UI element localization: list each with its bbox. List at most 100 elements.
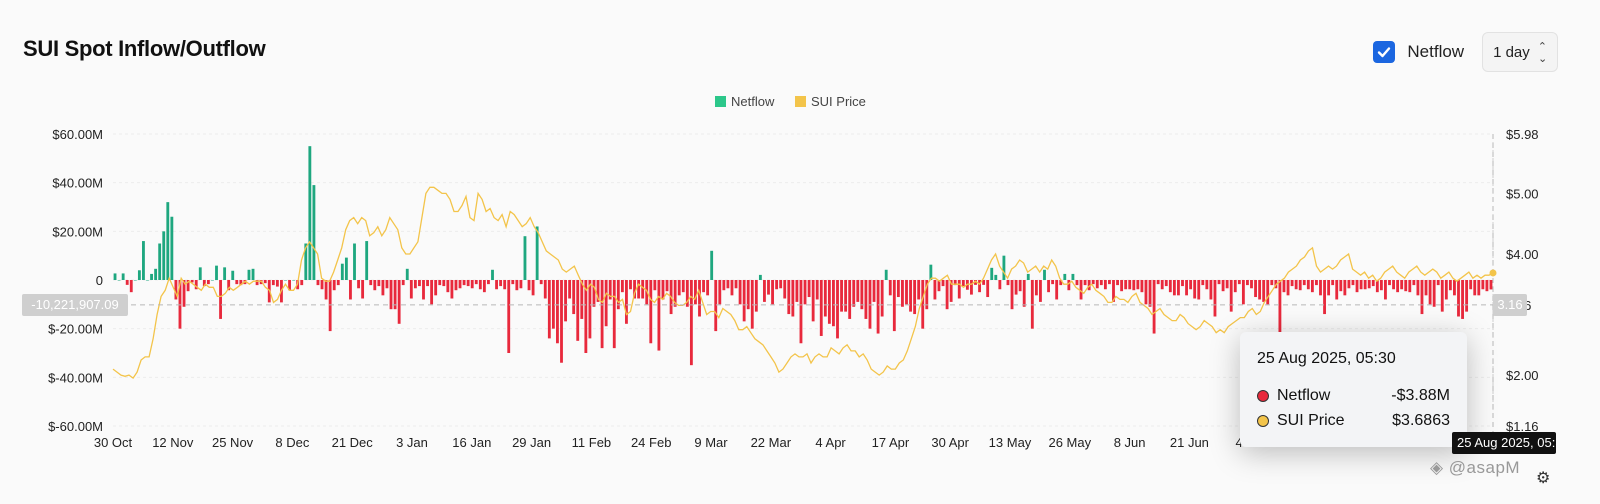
gear-icon[interactable]: ⚙ <box>1536 470 1551 487</box>
netflow-bar <box>288 280 291 291</box>
netflow-bar <box>706 280 710 296</box>
netflow-bar <box>872 280 876 302</box>
netflow-bar <box>482 280 486 293</box>
diamond-logo-icon: ◈ <box>1430 458 1449 477</box>
netflow-bar <box>876 280 880 334</box>
netflow-bar <box>909 280 912 312</box>
netflow-bar <box>856 280 860 302</box>
netflow-bar <box>1339 280 1343 292</box>
netflow-bar <box>1055 280 1059 300</box>
netflow-bar <box>657 280 661 351</box>
netflow-bar <box>722 280 726 291</box>
netflow-bar <box>580 280 584 319</box>
netflow-bar <box>1355 280 1359 293</box>
crosshair-right-value: 3.16 <box>1493 294 1527 316</box>
netflow-bar <box>202 280 206 287</box>
netflow-bar <box>511 280 515 285</box>
netflow-bar <box>836 280 839 339</box>
netflow-bar <box>892 280 896 332</box>
netflow-bar <box>1099 280 1103 286</box>
netflow-bar <box>925 280 929 310</box>
netflow-bar <box>1384 280 1387 300</box>
netflow-bar <box>718 280 722 305</box>
netflow-bar <box>223 267 227 280</box>
netflow-bar <box>190 280 194 283</box>
netflow-bar <box>746 280 750 310</box>
netflow-bar <box>1144 280 1148 305</box>
netflow-bar <box>913 280 917 315</box>
netflow-bar <box>142 241 145 280</box>
netflow-bar <box>1461 280 1464 319</box>
netflow-bar <box>275 280 279 287</box>
netflow-bar <box>974 280 977 285</box>
netflow-bar <box>888 280 892 296</box>
netflow-bar <box>146 280 149 281</box>
netflow-bar <box>547 280 551 339</box>
netflow-bar <box>332 280 336 291</box>
netflow-bar <box>507 280 511 353</box>
netflow-bar <box>1416 280 1420 296</box>
netflow-bar <box>1371 280 1375 287</box>
x-tick-label: 12 Nov <box>152 435 194 450</box>
x-tick-label: 13 May <box>989 435 1032 450</box>
netflow-checkbox[interactable] <box>1373 41 1396 63</box>
tooltip-label: SUI Price <box>1277 412 1345 429</box>
interval-select[interactable]: 1 day ⌃ ⌃ <box>1482 32 1558 72</box>
netflow-bar <box>162 231 166 280</box>
netflow-bar <box>970 280 973 295</box>
netflow-bar <box>714 280 718 332</box>
netflow-bar <box>734 280 738 289</box>
netflow-bar <box>961 280 965 287</box>
netflow-bar <box>1026 273 1030 280</box>
netflow-bar <box>304 243 308 280</box>
netflow-bar <box>677 280 681 296</box>
netflow-bar <box>803 280 807 305</box>
netflow-bar <box>1453 280 1456 296</box>
netflow-bar <box>1006 280 1010 286</box>
netflow-bar <box>1079 280 1083 300</box>
netflow-bar <box>637 280 641 299</box>
netflow-bar <box>308 146 312 280</box>
netflow-bar <box>884 269 888 280</box>
netflow-bar <box>763 280 766 302</box>
y-left-tick-label: $20.00M <box>52 224 103 239</box>
netflow-bar <box>535 226 539 280</box>
netflow-bar <box>685 280 689 307</box>
netflow-bar <box>438 280 442 286</box>
x-tick-label: 4 Apr <box>815 435 846 450</box>
netflow-bar <box>251 268 255 280</box>
netflow-bar <box>1278 280 1282 349</box>
netflow-bar <box>1156 280 1160 285</box>
x-tick-label: 21 Dec <box>332 435 374 450</box>
netflow-bar <box>259 280 263 285</box>
netflow-bar <box>182 280 186 307</box>
netflow-bar <box>1436 280 1440 286</box>
netflow-bar <box>1363 280 1367 290</box>
netflow-bar <box>1140 280 1144 293</box>
x-tick-label: 29 Jan <box>512 435 551 450</box>
legend-price-swatch <box>795 96 806 107</box>
netflow-bar <box>807 280 811 298</box>
x-tick-label: 30 Oct <box>94 435 133 450</box>
netflow-bar <box>349 280 352 300</box>
netflow-bar <box>401 280 405 286</box>
netflow-bar <box>1379 280 1383 291</box>
netflow-bar <box>852 280 856 307</box>
netflow-bar <box>154 268 158 280</box>
netflow-bar <box>1205 280 1209 290</box>
netflow-bar <box>1221 280 1225 292</box>
netflow-bar <box>231 270 235 280</box>
netflow-bar <box>1010 280 1014 310</box>
x-tick-label: 26 May <box>1048 435 1091 450</box>
netflow-bar <box>673 280 677 307</box>
netflow-bar <box>174 280 178 300</box>
netflow-bar <box>1477 280 1481 296</box>
netflow-bar <box>620 280 624 293</box>
netflow-bar <box>616 280 620 310</box>
netflow-bar <box>1444 280 1448 300</box>
netflow-bar <box>1237 280 1241 285</box>
netflow-bar <box>478 280 482 290</box>
netflow-bar <box>791 280 795 317</box>
netflow-bar <box>921 280 925 329</box>
netflow-bar <box>1087 280 1091 291</box>
